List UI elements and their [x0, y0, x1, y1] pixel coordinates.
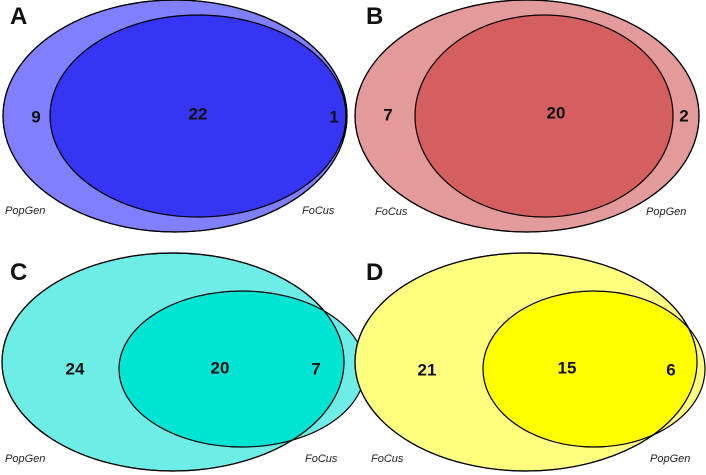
- only-right-count: 1: [329, 108, 338, 127]
- panel-d: D 21 15 6 FoCus PopGen: [354, 252, 706, 472]
- popgen-set-outline: [482, 290, 706, 448]
- left-set-label: FoCus: [371, 453, 404, 465]
- only-left-count: 24: [66, 360, 85, 379]
- popgen-set-outline: [2, 0, 348, 233]
- overlap-count: 20: [547, 104, 566, 123]
- panel-b: B 7 20 2 FoCus PopGen: [354, 0, 700, 233]
- overlap-count: 22: [189, 105, 208, 124]
- right-set-label: FoCus: [302, 205, 335, 217]
- overlap-count: 15: [558, 359, 577, 378]
- overlap-region: [415, 15, 673, 217]
- right-set-label: PopGen: [650, 453, 690, 465]
- panel-letter-d: D: [366, 259, 383, 286]
- left-set-label: PopGen: [5, 453, 45, 465]
- right-set-label: FoCus: [305, 453, 338, 465]
- overlap-region: [483, 291, 697, 447]
- popgen-set-outline: [414, 14, 674, 218]
- overlap-count: 20: [211, 359, 230, 378]
- popgen-set-outline: [1, 252, 345, 472]
- overlap-region: [50, 15, 346, 217]
- focus-set-outline: [49, 14, 347, 218]
- only-left-count: 21: [418, 361, 437, 380]
- right-set-label: PopGen: [646, 206, 686, 218]
- panel-letter-a: A: [10, 3, 27, 30]
- focus-set-outline: [354, 0, 700, 233]
- only-right-count: 7: [311, 360, 320, 379]
- only-left-count: 9: [31, 108, 40, 127]
- focus-set-outline: [354, 252, 698, 472]
- only-right-count: 2: [679, 107, 688, 126]
- only-left-count: 7: [383, 106, 392, 125]
- overlap-region: [119, 291, 344, 447]
- left-set-label: FoCus: [375, 206, 408, 218]
- panel-a: A 9 22 1 PopGen FoCus: [2, 0, 348, 233]
- panel-letter-c: C: [10, 259, 27, 286]
- left-set-label: PopGen: [5, 205, 45, 217]
- panel-c: C 24 20 7 PopGen FoCus: [1, 252, 366, 472]
- only-right-count: 6: [666, 361, 675, 380]
- panel-letter-b: B: [366, 3, 383, 30]
